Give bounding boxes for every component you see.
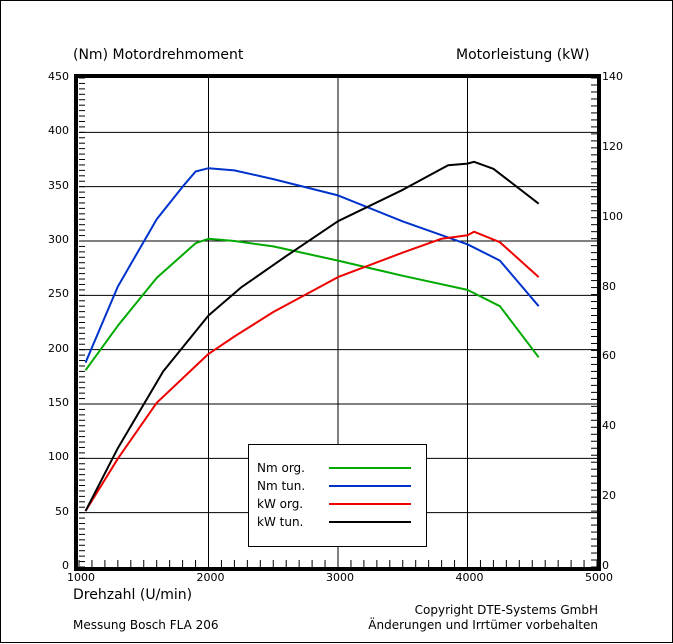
- left-tick-label: 400: [48, 124, 69, 138]
- bottom-tick-label: 1000: [67, 571, 95, 584]
- legend-label-nm-org: Nm org.: [257, 461, 305, 475]
- footer-measurement: Messung Bosch FLA 206: [73, 618, 219, 632]
- legend-swatch-nm-tun: [329, 485, 411, 487]
- series-line-nm-org-: [84, 237, 540, 371]
- series-line-nm-tun-: [84, 167, 540, 364]
- right-tick-label: 60: [602, 349, 616, 363]
- legend-label-kw-tun: kW tun.: [257, 515, 304, 529]
- left-tick-label: 0: [62, 559, 69, 572]
- right-tick-label: 80: [602, 279, 616, 293]
- footer-disclaimer: Änderungen und Irrtümer vorbehalten: [368, 618, 598, 632]
- bottom-tick-label: 2000: [196, 571, 225, 584]
- left-tick-label: 150: [48, 396, 69, 409]
- bottom-tick-label: 5000: [585, 571, 613, 584]
- left-tick-label: 250: [48, 287, 69, 301]
- left-axis-title: (Nm) Motordrehmoment: [73, 47, 244, 63]
- legend: Nm org. Nm tun. kW org. kW tun.: [248, 444, 427, 547]
- legend-swatch-kw-org: [329, 503, 411, 505]
- x-axis-title: Drehzahl (U/min): [73, 587, 193, 603]
- right-axis-title: Motorleistung (kW): [456, 47, 590, 63]
- right-tick-label: 20: [602, 489, 616, 503]
- legend-label-nm-tun: Nm tun.: [257, 479, 306, 493]
- bottom-tick-label: 3000: [326, 571, 354, 584]
- left-tick-label: 300: [48, 233, 69, 246]
- right-tick-label: 0: [602, 559, 609, 572]
- legend-swatch-kw-tun: [329, 521, 411, 523]
- right-tick-label: 140: [602, 70, 623, 83]
- right-tick-label: 120: [602, 139, 623, 153]
- left-tick-label: 450: [48, 70, 69, 83]
- left-tick-label: 100: [48, 450, 69, 464]
- left-tick-label: 350: [48, 178, 69, 192]
- legend-label-kw-org: kW org.: [257, 497, 304, 511]
- left-tick-label: 200: [48, 341, 69, 355]
- axes-border: [74, 74, 601, 571]
- legend-swatch-nm-org: [329, 467, 411, 469]
- bottom-tick-label: 4000: [455, 571, 484, 584]
- footer-copyright: Copyright DTE-Systems GmbH: [414, 603, 598, 617]
- series-line-kw-org-: [84, 230, 540, 512]
- right-tick-label: 100: [602, 209, 623, 223]
- right-tick-label: 40: [602, 419, 616, 433]
- left-tick-label: 50: [55, 504, 69, 518]
- series-line-kw-tun-: [84, 160, 540, 512]
